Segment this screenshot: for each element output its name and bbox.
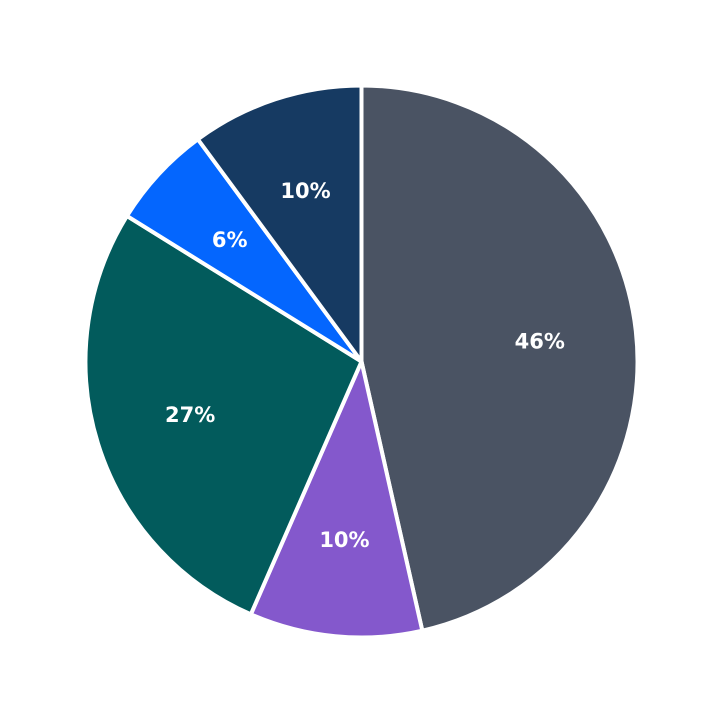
pie-slice-label-4: 10%: [280, 179, 330, 203]
pie-slice-4: [195, 83, 364, 364]
pie-labels: 46% 10% 27% 6% 10%: [165, 179, 565, 552]
pie-slice-label-3: 6%: [212, 228, 248, 252]
pie-slice-0: [359, 83, 640, 633]
pie-slice-label-0: 46%: [515, 330, 565, 354]
pie-slice-label-2: 27%: [165, 403, 215, 427]
pie-slice-label-1: 10%: [319, 528, 369, 552]
pie-slice-2: [83, 213, 364, 617]
pie-slice-1: [248, 359, 425, 640]
pie-slices: [83, 83, 640, 640]
